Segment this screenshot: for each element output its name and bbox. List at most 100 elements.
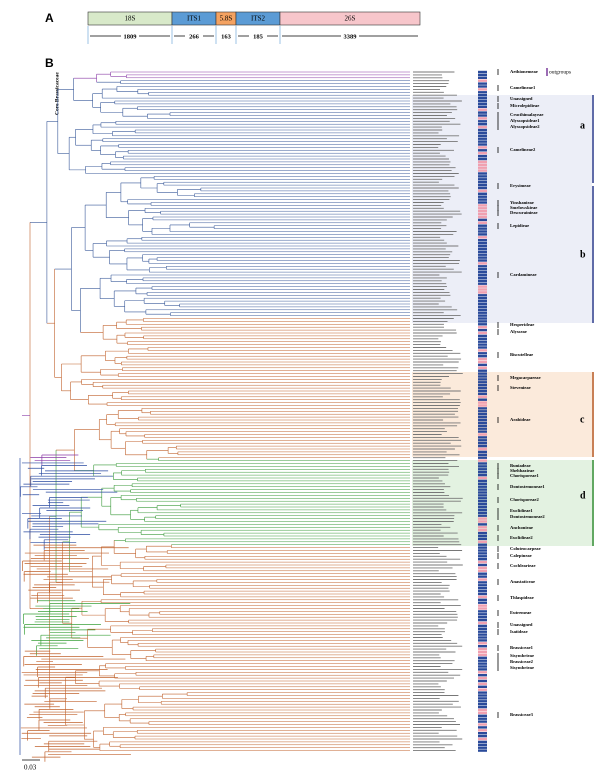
marker <box>478 682 487 686</box>
marker <box>478 108 487 111</box>
tribe-label: Descurainieae <box>510 210 538 215</box>
marker <box>478 523 487 526</box>
tribe-label: Chorisporeae2 <box>510 497 539 502</box>
marker <box>478 395 487 398</box>
marker <box>478 160 487 164</box>
marker <box>478 500 487 503</box>
region-name: 5.8S <box>220 15 233 23</box>
marker <box>478 482 487 485</box>
marker <box>478 633 487 636</box>
marker <box>478 749 487 752</box>
marker <box>478 244 487 248</box>
region-length: 163 <box>221 33 232 40</box>
marker <box>478 453 487 456</box>
marker <box>478 128 487 132</box>
marker <box>478 511 487 514</box>
marker <box>478 311 487 314</box>
scale-label: 0.03 <box>24 764 37 772</box>
region-name: 26S <box>345 15 356 23</box>
marker <box>478 439 487 442</box>
marker <box>478 430 487 433</box>
marker <box>478 531 487 535</box>
marker <box>478 178 487 181</box>
region-name: 18S <box>125 15 136 23</box>
marker <box>478 265 487 268</box>
marker <box>478 276 487 280</box>
marker <box>478 604 487 607</box>
tribe-label: Buniadeae <box>510 463 531 468</box>
marker <box>478 636 487 639</box>
clade-letter: c <box>580 414 585 425</box>
clade-letter: d <box>580 490 586 501</box>
marker <box>478 729 487 732</box>
marker <box>478 169 487 172</box>
marker <box>478 589 487 593</box>
tribe-label: Camelineae2 <box>510 147 536 152</box>
marker <box>478 410 487 413</box>
marker <box>478 708 487 712</box>
marker <box>478 172 487 175</box>
marker <box>478 471 487 474</box>
tribe-label: Euclidieae1 <box>510 508 533 513</box>
marker <box>478 497 487 500</box>
marker <box>478 662 487 665</box>
marker <box>478 468 487 471</box>
tribe-label: Lepidieae <box>510 223 529 228</box>
marker <box>478 645 487 648</box>
marker <box>478 407 487 410</box>
marker <box>478 181 487 184</box>
marker <box>478 70 487 74</box>
region-length: 3389 <box>344 33 358 40</box>
marker <box>478 685 487 688</box>
marker <box>478 137 487 140</box>
marker <box>478 250 487 253</box>
marker <box>478 389 487 393</box>
marker <box>478 650 487 654</box>
marker <box>478 163 487 166</box>
marker <box>478 270 487 274</box>
marker <box>478 444 487 448</box>
length-bg <box>217 32 235 40</box>
marker <box>478 705 487 709</box>
marker <box>478 334 487 338</box>
marker <box>478 308 487 311</box>
tribe-label: Shehbazieae <box>510 468 534 473</box>
tribe-label: Brassiceae2 <box>510 659 534 664</box>
marker <box>478 201 487 204</box>
tribe-label: Cardamineae <box>510 272 537 277</box>
marker <box>478 259 487 262</box>
marker <box>478 262 487 265</box>
tribe-label: Megacarpaeeae <box>510 375 541 380</box>
tribe-label: Brassiceae3 <box>510 712 534 717</box>
region-name: ITS1 <box>187 15 202 23</box>
tribe-label: Thlaspideae <box>510 595 534 600</box>
marker <box>478 85 487 88</box>
tribe-label: Sisymbrieae <box>510 665 534 670</box>
marker <box>478 572 487 575</box>
marker <box>478 230 487 233</box>
marker <box>478 96 487 100</box>
marker <box>478 697 487 700</box>
tribe-label: Cochlearieae <box>510 563 536 568</box>
marker <box>478 285 487 288</box>
marker <box>478 607 487 610</box>
marker <box>478 418 487 422</box>
marker <box>478 462 487 465</box>
marker <box>478 703 487 706</box>
marker <box>478 566 487 570</box>
tribe-label: Anastaticeae <box>510 579 535 584</box>
length-bg <box>185 32 203 40</box>
marker <box>478 737 487 741</box>
marker <box>478 691 487 694</box>
marker <box>478 555 487 558</box>
marker <box>478 102 487 106</box>
marker <box>478 105 487 108</box>
marker <box>478 549 487 552</box>
marker <box>478 282 487 285</box>
marker <box>478 433 487 436</box>
tribe-label: Camelineae1 <box>510 85 536 90</box>
marker <box>478 233 487 236</box>
marker <box>478 375 487 378</box>
tribe-label: Coluteocarpeae <box>510 546 541 551</box>
marker <box>478 413 487 416</box>
